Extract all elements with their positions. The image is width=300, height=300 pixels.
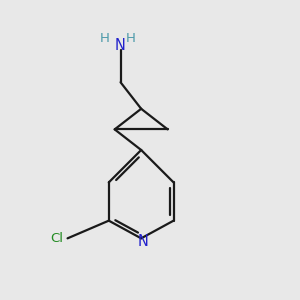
Text: Cl: Cl bbox=[50, 232, 63, 245]
Text: H: H bbox=[99, 32, 109, 45]
Text: N: N bbox=[115, 38, 126, 53]
Text: N: N bbox=[137, 234, 148, 249]
Text: H: H bbox=[126, 32, 136, 45]
